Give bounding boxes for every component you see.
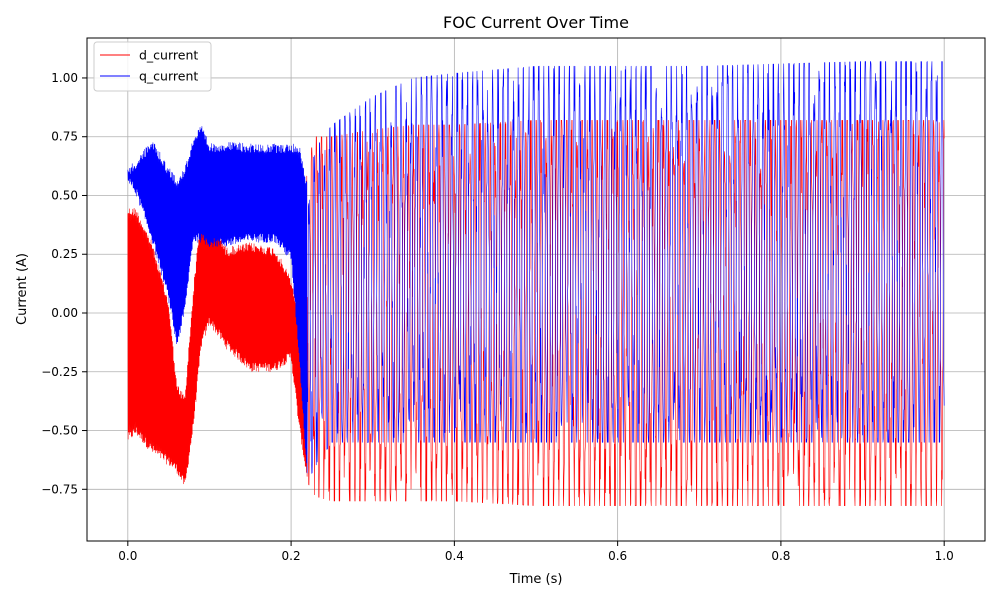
legend-label: d_current xyxy=(139,48,198,63)
y-tick-label: −0.50 xyxy=(41,424,78,438)
q_current-line xyxy=(127,61,945,474)
x-axis-label: Time (s) xyxy=(509,572,563,587)
legend-box xyxy=(93,41,212,92)
d_current-line xyxy=(127,119,945,507)
y-axis-label: Current (A) xyxy=(15,253,30,325)
series-layer xyxy=(127,61,945,507)
x-tick-label: 0.6 xyxy=(608,549,627,563)
y-tick-label: 0.50 xyxy=(51,188,78,202)
y-tick-label: 0.75 xyxy=(51,130,78,144)
x-tick-label: 0.2 xyxy=(282,549,301,563)
y-tick-label: −0.25 xyxy=(41,365,78,379)
x-axis-ticks: 0.0 0.2 0.4 0.6 0.8 1.0 xyxy=(118,541,954,563)
y-axis-ticks: −0.75 −0.50 −0.25 0.00 0.25 0.50 0.75 1.00 xyxy=(41,71,87,496)
x-tick-label: 0.8 xyxy=(771,549,790,563)
y-tick-label: 0.25 xyxy=(51,247,78,261)
legend: d_current q_current xyxy=(93,41,212,92)
legend-label: q_current xyxy=(139,69,198,84)
y-tick-label: −0.75 xyxy=(41,482,78,496)
x-tick-label: 1.0 xyxy=(935,549,954,563)
chart-title: FOC Current Over Time xyxy=(443,13,629,32)
plot-frame xyxy=(86,37,986,542)
y-tick-label: 1.00 xyxy=(51,71,78,85)
y-tick-label: 0.00 xyxy=(51,306,78,320)
x-tick-label: 0.4 xyxy=(445,549,464,563)
x-tick-label: 0.0 xyxy=(118,549,137,563)
